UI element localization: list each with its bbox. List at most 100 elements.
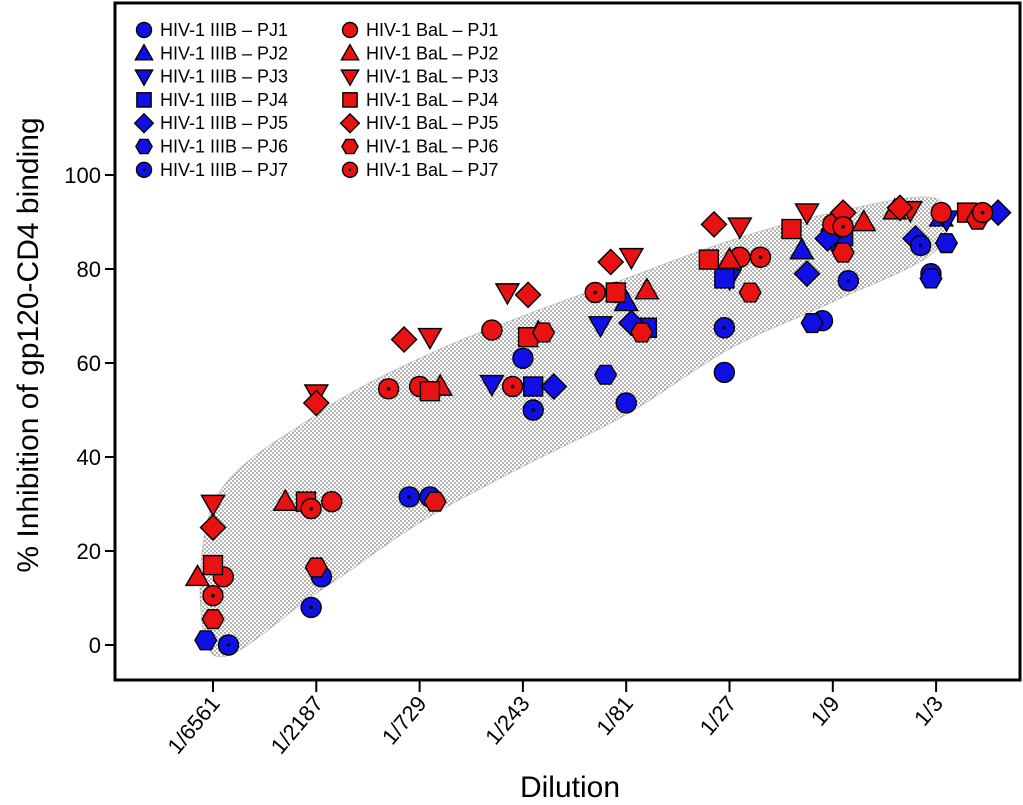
data-point-shape <box>202 554 224 576</box>
data-point-shape <box>615 392 637 414</box>
y-tick-label: 80 <box>77 257 101 282</box>
data-point <box>587 316 614 339</box>
y-tick-label: 0 <box>89 633 101 658</box>
x-tick-label: 1/9 <box>806 691 845 731</box>
legend-marker <box>135 138 153 155</box>
data-point-shape <box>587 316 614 339</box>
legend-marker <box>134 43 154 61</box>
x-axis-title: Dilution <box>520 771 620 804</box>
data-point <box>302 389 330 417</box>
data-point <box>749 246 772 268</box>
x-tick-label: 1/81 <box>591 691 638 740</box>
data-point-dot <box>211 593 215 598</box>
data-point <box>501 375 524 398</box>
data-point <box>512 347 534 369</box>
legend-marker-shape <box>341 21 359 39</box>
data-point-shape <box>618 247 645 271</box>
legend-marker <box>341 138 359 155</box>
data-point <box>398 486 420 508</box>
legend-marker <box>135 161 153 179</box>
legend-label: HIV-1 IIIB – PJ2 <box>160 43 288 63</box>
x-tick-label: 1/27 <box>695 691 742 740</box>
data-point-shape <box>201 609 225 630</box>
data-point-shape <box>714 268 735 289</box>
data-point <box>217 634 240 656</box>
data-point <box>851 209 877 232</box>
legend-label: HIV-1 BaL – PJ6 <box>366 137 498 157</box>
data-point <box>584 281 606 304</box>
data-point-shape <box>934 233 959 254</box>
envelope-band <box>199 196 950 658</box>
legend-marker-shape <box>135 21 153 39</box>
legend-label: HIV-1 BaL – PJ1 <box>366 20 498 40</box>
data-point-shape <box>789 237 815 260</box>
data-point-dot <box>758 255 763 260</box>
data-point-dot <box>593 290 598 295</box>
data-points <box>184 194 1012 656</box>
y-tick-label: 100 <box>64 163 101 188</box>
data-point <box>417 327 443 351</box>
data-point <box>481 319 503 341</box>
data-point-shape <box>597 248 625 276</box>
data-point-shape <box>304 557 328 578</box>
legend-marker <box>135 21 153 39</box>
data-point <box>698 249 720 270</box>
data-point <box>713 361 736 384</box>
data-point-shape <box>727 217 753 240</box>
data-point-shape <box>523 376 544 397</box>
data-point-shape <box>540 373 568 400</box>
data-point-shape <box>417 327 443 351</box>
legend-marker-shape <box>135 138 153 155</box>
data-point <box>934 233 959 254</box>
x-tick-label: 1/729 <box>377 691 432 749</box>
data-point-dot <box>407 495 412 499</box>
data-point-shape <box>199 514 227 541</box>
data-point <box>794 203 820 226</box>
data-point <box>837 270 859 292</box>
x-tick-label: 1/243 <box>480 691 535 749</box>
legend-marker-dot <box>142 168 146 172</box>
x-tick-label: 1/3 <box>909 691 948 731</box>
data-point <box>714 268 735 289</box>
data-point-shape <box>698 249 720 270</box>
data-point-shape <box>494 283 521 306</box>
data-point-shape <box>512 347 534 369</box>
data-point-shape <box>272 488 299 511</box>
legend-marker-shape <box>340 69 360 87</box>
data-point-shape <box>794 203 820 226</box>
data-point-shape <box>531 322 556 343</box>
data-point-shape <box>630 322 654 343</box>
legend-marker <box>342 92 358 108</box>
data-point-dot <box>722 325 727 330</box>
data-point <box>593 364 618 385</box>
y-axis-title: % Inhibition of gp120-CD4 binding <box>12 117 45 572</box>
data-point-dot <box>226 643 231 647</box>
data-point <box>919 268 943 289</box>
legend-marker <box>340 69 360 87</box>
data-point <box>272 488 299 511</box>
legend-label: HIV-1 BaL – PJ7 <box>366 160 498 180</box>
data-point <box>618 247 645 271</box>
data-point <box>194 630 218 651</box>
data-point <box>971 201 994 224</box>
data-point <box>930 201 952 224</box>
y-tick-label: 40 <box>77 445 101 470</box>
data-point <box>800 312 824 334</box>
data-point <box>377 378 400 400</box>
y-tick-label: 20 <box>77 539 101 564</box>
data-point <box>522 399 544 421</box>
data-point-shape <box>716 246 743 269</box>
data-point <box>523 376 544 397</box>
data-point-shape <box>781 218 802 240</box>
legend-marker <box>341 161 359 179</box>
data-point-dot <box>841 224 845 229</box>
data-point <box>321 490 343 513</box>
data-point-dot <box>510 384 515 389</box>
data-point <box>781 218 802 240</box>
data-point-shape <box>919 268 943 289</box>
data-point-shape <box>390 326 418 353</box>
legend-marker <box>133 112 155 134</box>
data-point <box>713 317 736 339</box>
data-point <box>200 494 226 517</box>
